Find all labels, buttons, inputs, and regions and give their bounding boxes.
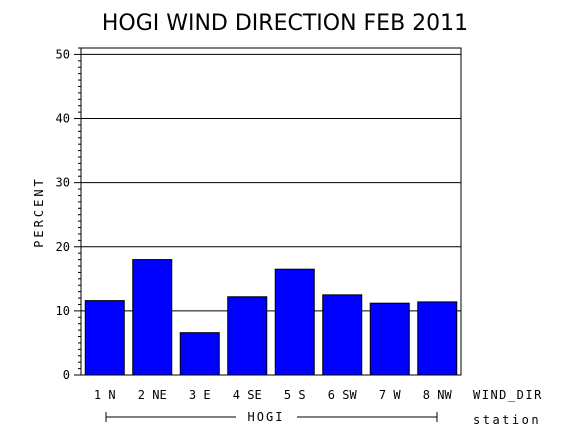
- group-label: HOGI: [248, 410, 285, 424]
- y-tick-label: 10: [56, 304, 70, 318]
- x-axis-tick-labels: 1 N 2 NE 3 E 4 SE 5 S 6 SW 7 W 8 NW: [94, 388, 453, 402]
- bar: [84, 300, 125, 376]
- bars: [84, 259, 458, 376]
- bar: [274, 268, 315, 376]
- plot-frame: [80, 47, 462, 376]
- y-tick-label: 0: [63, 368, 70, 382]
- y-tick-label: 40: [56, 112, 70, 126]
- y-axis-ticks: [74, 47, 81, 376]
- y-tick-label: 50: [56, 47, 70, 61]
- y-tick-label: 20: [56, 240, 70, 254]
- y-axis-label: PERCENT: [32, 176, 46, 248]
- x-category-label: 7 W: [379, 388, 401, 402]
- group-axis-label: station: [473, 413, 541, 427]
- x-category-label: 1 N: [94, 388, 116, 402]
- x-category-label: 5 S: [284, 388, 306, 402]
- chart-title: HOGI WIND DIRECTION FEB 2011: [102, 11, 468, 36]
- bar: [369, 302, 410, 376]
- bar: [132, 259, 173, 376]
- bar: [179, 332, 220, 376]
- y-tick-label: 30: [56, 176, 70, 190]
- y-axis-tick-labels: 0 10 20 30 40 50: [56, 47, 70, 382]
- x-category-label: 4 SE: [233, 388, 262, 402]
- x-category-label: 6 SW: [328, 388, 358, 402]
- x-category-label: 3 E: [189, 388, 211, 402]
- x-category-label: 8 NW: [423, 388, 453, 402]
- bar: [417, 301, 458, 376]
- bar: [322, 294, 363, 376]
- x-axis-label: WIND_DIR: [473, 388, 543, 402]
- group-bracket: [105, 412, 438, 422]
- bar: [227, 296, 268, 376]
- x-category-label: 2 NE: [138, 388, 167, 402]
